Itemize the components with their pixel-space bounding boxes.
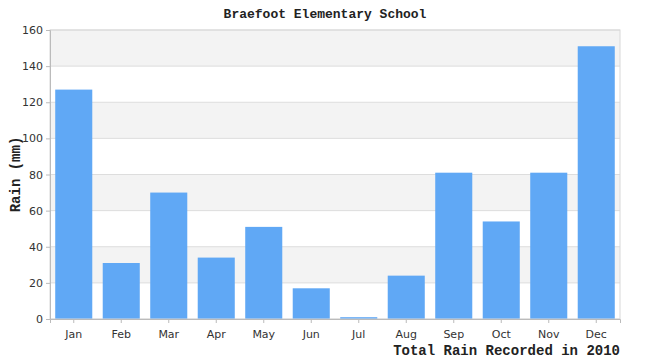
x-axis-title: Total Rain Recorded in 2010	[393, 343, 620, 359]
bar	[198, 258, 235, 319]
plot: 020406080100120140160JanFebMarAprMayJunJ…	[22, 24, 621, 341]
y-tick-label: 20	[29, 277, 43, 290]
y-tick-mark	[46, 247, 50, 248]
x-tick-mark	[453, 319, 454, 323]
y-tick: 100	[22, 132, 50, 145]
x-tick-label: May	[252, 328, 275, 341]
plot-band	[50, 30, 620, 66]
x-tick-label: Sep	[443, 328, 464, 341]
y-tick: 120	[22, 96, 50, 109]
bar	[530, 173, 567, 319]
y-axis-title: Rain (mm)	[8, 137, 24, 213]
x-tick-label: Mar	[158, 328, 179, 341]
bars	[55, 46, 615, 319]
y-tick-label: 80	[29, 169, 43, 182]
x-axis-line	[51, 320, 621, 324]
x-tick: May	[252, 319, 275, 341]
x-tick-mark	[406, 319, 407, 323]
y-tick: 20	[29, 277, 50, 290]
x-tick-mark	[73, 319, 74, 323]
x-tick-mark	[358, 319, 359, 323]
x-tick-label: Jun	[302, 328, 320, 341]
bar	[388, 276, 425, 319]
y-tick: 0	[36, 313, 50, 326]
x-tick: Oct	[492, 319, 512, 341]
bar	[103, 263, 140, 319]
grid-line	[50, 138, 620, 139]
x-tick-mark	[121, 319, 122, 323]
bar	[245, 227, 282, 319]
chart-title: Braefoot Elementary School	[224, 7, 427, 22]
bar	[150, 193, 187, 319]
y-tick-mark	[46, 319, 50, 320]
bar	[293, 288, 330, 319]
chart-container: 020406080100120140160JanFebMarAprMayJunJ…	[0, 0, 650, 360]
y-tick-label: 40	[29, 241, 43, 254]
y-tick-mark	[46, 211, 50, 212]
y-tick: 160	[22, 24, 50, 37]
chart-svg: 020406080100120140160JanFebMarAprMayJunJ…	[0, 0, 650, 360]
x-tick-label: Aug	[396, 328, 417, 341]
x-tick: Jun	[302, 319, 320, 341]
x-tick: Feb	[112, 319, 131, 341]
grid-line	[50, 66, 620, 67]
y-tick: 40	[29, 241, 50, 254]
bar	[435, 173, 472, 319]
x-axis: Jan Feb Mar Apr May Jun Jul Aug Sep Oct Nov Dec	[51, 319, 621, 341]
y-tick-mark	[46, 102, 50, 103]
x-tick-mark	[548, 319, 549, 323]
y-tick-mark	[46, 66, 50, 67]
y-tick-label: 140	[22, 60, 43, 73]
x-tick-label: Jul	[351, 328, 365, 341]
y-tick-label: 0	[36, 313, 43, 326]
x-tick: Jul	[351, 319, 365, 341]
x-tick: Sep	[443, 319, 464, 341]
x-tick-label: Feb	[112, 328, 131, 341]
y-axis: 0 20 40 60 80 100 120 140 160	[22, 24, 51, 326]
y-tick: 80	[29, 169, 50, 182]
y-tick-label: 120	[22, 96, 43, 109]
y-tick-mark	[46, 30, 50, 31]
x-tick-label: Dec	[586, 328, 607, 341]
y-tick-label: 160	[22, 24, 43, 37]
x-tick: Mar	[158, 319, 179, 341]
x-tick-mark	[596, 319, 597, 323]
x-tick-mark	[501, 319, 502, 323]
x-tick: Aug	[396, 319, 417, 341]
x-tick-mark	[311, 319, 312, 323]
x-tick-label: Nov	[538, 328, 560, 341]
plot-frame	[50, 30, 620, 319]
y-tick: 140	[22, 60, 50, 73]
x-tick: Nov	[538, 319, 560, 341]
bar	[578, 46, 615, 319]
x-tick-label: Jan	[64, 328, 82, 341]
x-tick: Jan	[64, 319, 82, 341]
plot-band	[50, 102, 620, 138]
x-tick-mark	[216, 319, 217, 323]
x-tick-label: Apr	[207, 328, 227, 341]
grid-line	[50, 102, 620, 103]
bar	[55, 90, 92, 319]
y-tick-mark	[46, 175, 50, 176]
x-tick-mark	[168, 319, 169, 323]
y-tick-mark	[46, 138, 50, 139]
x-tick: Dec	[586, 319, 607, 341]
y-axis-line	[46, 31, 51, 320]
y-tick-label: 100	[22, 132, 43, 145]
y-tick-mark	[46, 283, 50, 284]
x-tick-label: Oct	[492, 328, 512, 341]
y-tick: 60	[29, 205, 50, 218]
x-tick-mark	[263, 319, 264, 323]
grid-lines	[50, 30, 620, 319]
x-tick: Apr	[207, 319, 227, 341]
y-tick-label: 60	[29, 205, 43, 218]
bar	[483, 221, 520, 319]
